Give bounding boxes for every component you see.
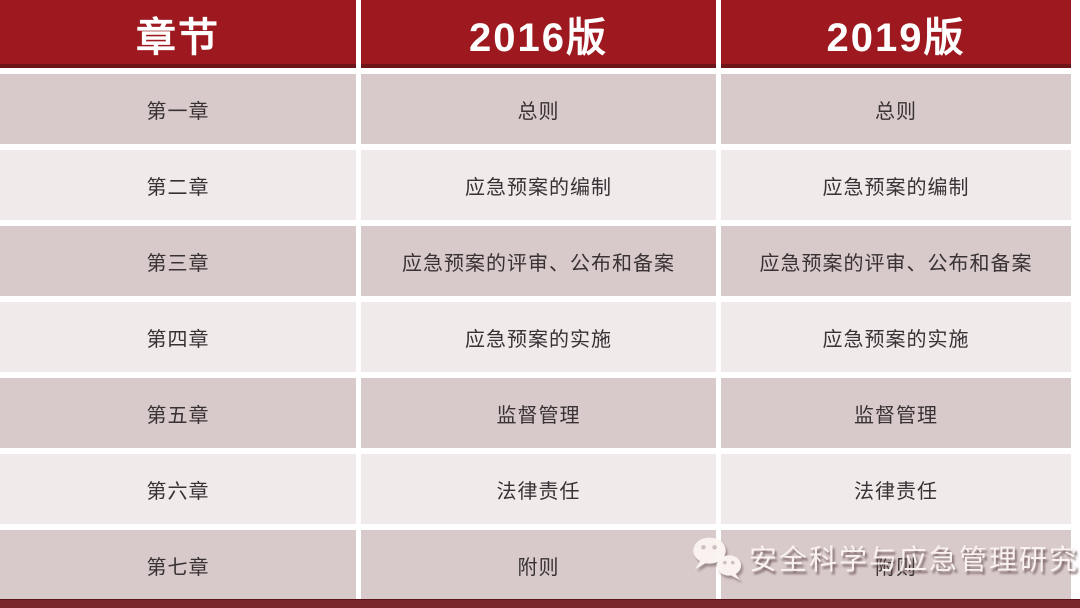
v2019-cell: 应急预案的实施 [721, 302, 1071, 372]
v2016-cell: 总则 [361, 74, 716, 144]
v2016-cell: 监督管理 [361, 378, 716, 448]
column-header-2019: 2019版 [721, 0, 1071, 68]
v2019-cell: 法律责任 [721, 454, 1071, 524]
v2019-cell: 应急预案的编制 [721, 150, 1071, 220]
v2019-cell: 总则 [721, 74, 1071, 144]
comparison-table: 章节 2016版 2019版 第一章 总则 总则 第二章 应急预案的编制 应急预… [0, 0, 1071, 600]
column-header-2016: 2016版 [361, 0, 716, 68]
v2016-cell: 应急预案的评审、公布和备案 [361, 226, 716, 296]
chapter-cell: 第四章 [0, 302, 356, 372]
chapter-cell: 第五章 [0, 378, 356, 448]
chapter-cell: 第一章 [0, 74, 356, 144]
chapter-cell: 第七章 [0, 530, 356, 600]
v2016-cell: 应急预案的实施 [361, 302, 716, 372]
v2016-cell: 法律责任 [361, 454, 716, 524]
chapter-cell: 第二章 [0, 150, 356, 220]
v2016-cell: 附则 [361, 530, 716, 600]
chapter-cell: 第三章 [0, 226, 356, 296]
v2019-cell: 附则 [721, 530, 1071, 600]
v2019-cell: 应急预案的评审、公布和备案 [721, 226, 1071, 296]
v2016-cell: 应急预案的编制 [361, 150, 716, 220]
v2019-cell: 监督管理 [721, 378, 1071, 448]
column-header-chapter: 章节 [0, 0, 356, 68]
bottom-accent-bar [0, 599, 1080, 608]
chapter-cell: 第六章 [0, 454, 356, 524]
